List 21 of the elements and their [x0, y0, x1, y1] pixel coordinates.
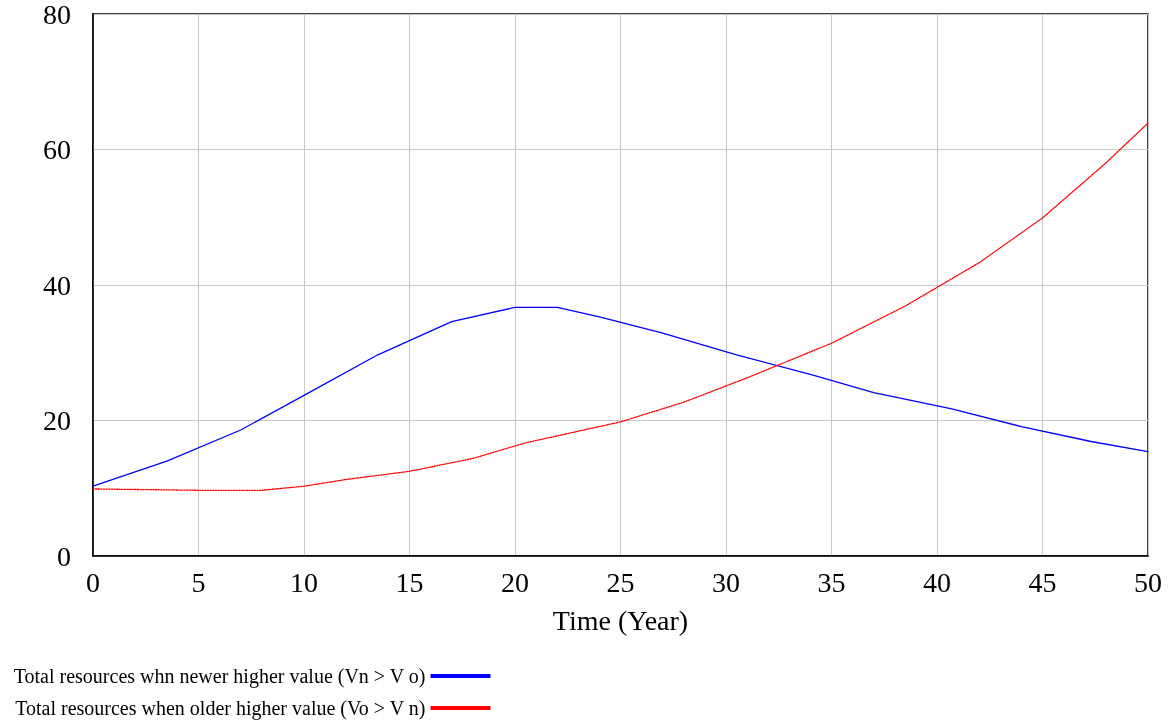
y-tick-label: 20 [43, 405, 71, 436]
legend-label: Total resources when older higher value (Vo > V n) [15, 697, 426, 720]
x-tick-label: 10 [290, 566, 318, 598]
x-tick-label: 15 [395, 566, 424, 598]
line-series [92, 306, 1149, 487]
x-tick-label: 20 [501, 566, 529, 598]
x-tick-label: 25 [606, 566, 635, 598]
x-tick-label: 5 [191, 566, 206, 598]
x-tick-label: 0 [86, 566, 100, 598]
x-tick-label: 30 [712, 566, 740, 598]
x-tick-label: 40 [923, 566, 951, 598]
line-series [92, 122, 1149, 491]
x-tick-label: 45 [1028, 566, 1057, 598]
y-tick-label: 60 [43, 134, 71, 165]
y-tick-label: 0 [57, 540, 71, 572]
x-tick-label: 35 [817, 566, 846, 598]
x-tick-label: 50 [1134, 566, 1162, 598]
legend-label: Total resources whn newer higher value (Vn > V o) [13, 665, 426, 688]
x-axis-title: Time (Year) [552, 604, 689, 636]
y-tick-label: 80 [43, 0, 71, 30]
y-tick-label: 40 [43, 269, 71, 301]
